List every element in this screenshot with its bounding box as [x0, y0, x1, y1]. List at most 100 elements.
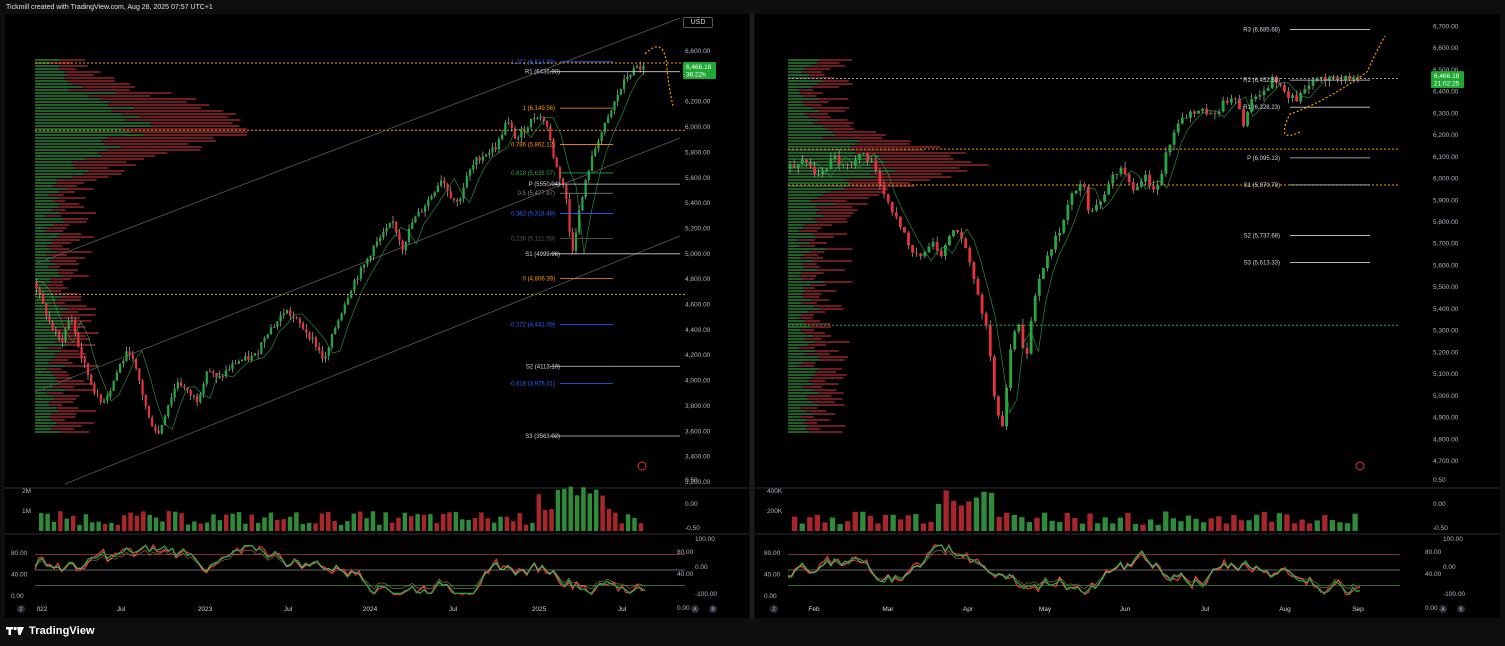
volume-profile-bar-up — [35, 194, 48, 196]
volume-profile-bar-up — [35, 101, 110, 103]
candle-body — [183, 386, 186, 388]
candle-body — [552, 140, 555, 158]
last-price-timer: 36:22h — [686, 71, 706, 78]
volume-profile-bar-up — [788, 146, 851, 148]
candle-body — [417, 211, 420, 217]
candle-body — [1156, 184, 1160, 190]
volume-profile-bar-down — [812, 233, 848, 235]
volume-profile-bar-down — [799, 416, 814, 418]
volume-bar — [255, 522, 261, 531]
candle-body — [157, 430, 160, 434]
candle-body — [894, 212, 898, 217]
candle-body — [401, 240, 404, 251]
volume-bar — [1102, 517, 1108, 531]
pivot-level-label: R2 (6,452.58) — [1243, 78, 1280, 84]
volume-profile-bar-up — [788, 134, 836, 136]
volume-profile-bar-up — [788, 257, 801, 259]
volume-profile-bar-down — [799, 245, 815, 247]
candle-body — [837, 155, 841, 165]
candle-body — [337, 320, 340, 329]
axis-toggle-button[interactable] — [17, 605, 25, 613]
candle-body — [792, 164, 796, 168]
volume-profile-bar-up — [35, 116, 140, 118]
candle-body — [1315, 77, 1319, 81]
axis-toggle-button[interactable] — [770, 605, 778, 613]
last-price-badge[interactable] — [683, 61, 716, 79]
currency-badge[interactable]: USD — [683, 17, 713, 28]
channel-line — [64, 235, 681, 485]
volume-profile-bar-up — [35, 344, 67, 346]
candle-body — [353, 280, 356, 291]
volume-profile-bar-up — [35, 125, 152, 127]
candle-body — [189, 390, 192, 396]
candle-body — [379, 237, 382, 242]
candle-body — [1017, 324, 1021, 332]
stoch-right-tick-label: 80.00 — [1425, 549, 1442, 556]
stoch-right-tick-label: 0.00 — [1425, 605, 1438, 612]
volume-profile-bar-down — [53, 293, 78, 295]
candle-body — [430, 195, 433, 200]
volume-profile-bar-up — [35, 374, 54, 376]
volume-bar — [479, 512, 484, 531]
volume-bar — [300, 524, 306, 531]
axis-toggle-button[interactable] — [709, 605, 717, 613]
volume-profile-bar-up — [35, 332, 67, 334]
candle-body — [1070, 193, 1074, 205]
candle-body — [1168, 144, 1172, 153]
volume-profile-bar-down — [55, 341, 81, 343]
candle-body — [964, 238, 968, 248]
volume-bar — [1170, 518, 1177, 531]
brand[interactable]: TradingView — [6, 625, 95, 637]
volume-profile-bar-down — [800, 92, 823, 94]
volume-profile-bar-up — [788, 284, 811, 286]
volume-profile-bar-down — [807, 395, 832, 397]
panel-divider[interactable] — [750, 14, 754, 618]
candle-body — [549, 126, 552, 141]
volume-bar — [332, 520, 337, 531]
volume-bar — [845, 521, 851, 531]
chart-panel-right[interactable]: R3 (6,685.68) R2 (6,452.58) R1 (6,328.23) P… — [755, 14, 1500, 618]
alert-gauge-icon[interactable] — [1355, 461, 1365, 471]
candle-body — [1327, 76, 1331, 81]
volume-bar — [973, 497, 980, 531]
volume-bar — [415, 514, 420, 531]
chart-right-svg[interactable]: R3 (6,685.68) R2 (6,452.58) R1 (6,328.23) P… — [755, 14, 1500, 618]
axis-toggle-button[interactable] — [1457, 605, 1465, 613]
volume-bar — [860, 511, 866, 531]
candle-body — [285, 309, 289, 314]
chart-left-svg[interactable]: R1 (6436.90) P (5550.04) S1 (4999.96) S2 (4… — [5, 14, 749, 618]
volume-profile-bar-up — [35, 422, 57, 424]
volume-profile-bar-down — [46, 347, 63, 349]
candle-body — [947, 236, 951, 246]
candle-body — [138, 368, 141, 381]
volume-profile-bar-up — [788, 143, 856, 145]
chart-panel-left[interactable]: R1 (6436.90) P (5550.04) S1 (4999.96) S2 (4… — [5, 14, 749, 618]
volume-profile-bar-down — [817, 221, 848, 223]
volume-profile-bar-down — [55, 263, 80, 265]
volume-profile-bar-up — [35, 176, 73, 178]
axis-toggle-button[interactable] — [691, 605, 699, 613]
volume-bar — [600, 495, 605, 531]
volume-profile-bar-down — [834, 203, 868, 205]
volume-bar — [51, 521, 57, 531]
fib-level-label: -0.272 (4,441.09) — [509, 323, 555, 329]
volume-profile-bar-down — [804, 266, 820, 268]
axis-toggle-button[interactable] — [1439, 605, 1447, 613]
volume-profile-bar-up — [35, 155, 103, 157]
volume-profile-bar-down — [843, 188, 888, 190]
candle-body — [346, 298, 350, 305]
volume-profile-bar-down — [60, 233, 82, 235]
volume-profile-bar-up — [35, 326, 64, 328]
alert-gauge-icon[interactable] — [637, 461, 647, 471]
volume-profile-bar-down — [66, 344, 96, 346]
volume-profile-bar-down — [801, 293, 822, 295]
candle-body — [343, 304, 346, 314]
candle-body — [1319, 76, 1323, 78]
volume-bar — [619, 523, 624, 531]
volume-profile-bar-up — [788, 305, 815, 307]
volume-profile-bar-up — [788, 314, 802, 316]
last-price-badge[interactable] — [1431, 71, 1464, 89]
volume-profile-bar-up — [35, 137, 108, 139]
volume-profile-bar-up — [35, 89, 70, 91]
candle-body — [144, 394, 147, 406]
